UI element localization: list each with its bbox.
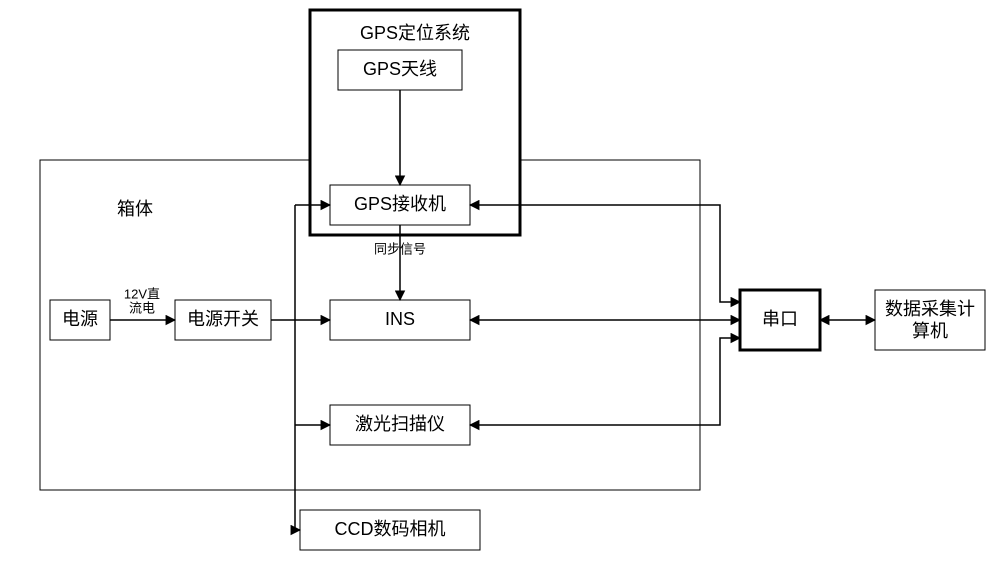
- svg-text:CCD数码相机: CCD数码相机: [335, 519, 446, 539]
- svg-text:算机: 算机: [912, 321, 948, 341]
- svg-text:GPS定位系统: GPS定位系统: [360, 23, 470, 43]
- svg-text:激光扫描仪: 激光扫描仪: [355, 414, 445, 434]
- svg-text:INS: INS: [385, 309, 415, 329]
- svg-text:GPS接收机: GPS接收机: [354, 194, 446, 214]
- svg-text:12V直: 12V直: [124, 286, 160, 301]
- svg-text:电源: 电源: [62, 309, 98, 329]
- svg-text:GPS天线: GPS天线: [363, 59, 437, 79]
- svg-text:串口: 串口: [762, 309, 798, 329]
- svg-text:箱体: 箱体: [117, 199, 153, 219]
- svg-text:数据采集计: 数据采集计: [885, 299, 975, 319]
- svg-text:电源开关: 电源开关: [187, 309, 259, 329]
- svg-text:同步信号: 同步信号: [374, 241, 426, 256]
- svg-text:流电: 流电: [129, 300, 155, 315]
